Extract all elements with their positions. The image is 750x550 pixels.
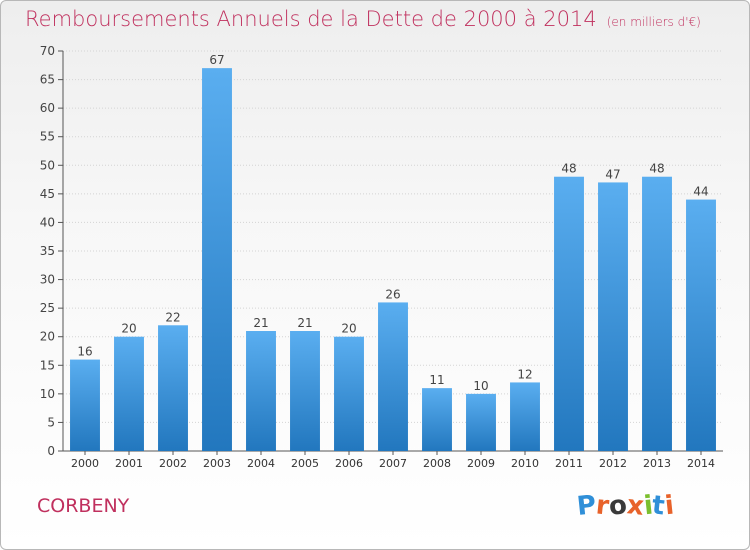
- x-tick-label: 2003: [203, 457, 231, 470]
- data-label: 48: [649, 162, 664, 176]
- x-tick-label: 2012: [599, 457, 627, 470]
- bar: [70, 359, 100, 451]
- bar: [290, 331, 320, 451]
- chart-title-text: Remboursements Annuels de la Dette de 20…: [25, 7, 597, 31]
- x-tick-label: 2005: [291, 457, 319, 470]
- bar: [598, 182, 628, 451]
- labels: 0 5 10 15 20 25 30 35 40 45 50 55 60 65 70 16 2000 20 2001…: [40, 44, 715, 470]
- bar: [642, 176, 672, 451]
- bar: [510, 382, 540, 451]
- logo-letter: i: [663, 490, 676, 522]
- y-tick-label: 65: [40, 73, 55, 87]
- bar: [202, 68, 232, 452]
- bar: [686, 199, 716, 451]
- bar: [158, 325, 188, 451]
- data-label: 12: [517, 367, 532, 381]
- data-label: 26: [385, 287, 400, 301]
- data-label: 48: [561, 162, 576, 176]
- commune-name: CORBENY: [37, 495, 130, 517]
- y-tick-label: 55: [40, 130, 55, 144]
- bar: [422, 388, 452, 451]
- data-label: 21: [297, 316, 312, 330]
- data-label: 44: [693, 185, 708, 199]
- x-tick-label: 2011: [555, 457, 583, 470]
- y-tick-label: 5: [47, 415, 55, 429]
- data-label: 22: [165, 310, 180, 324]
- y-tick-label: 20: [40, 330, 55, 344]
- bar: [114, 336, 144, 451]
- y-tick-label: 70: [40, 44, 55, 58]
- data-label: 10: [473, 379, 488, 393]
- data-label: 16: [77, 345, 92, 359]
- x-tick-label: 2014: [687, 457, 715, 470]
- data-label: 20: [341, 322, 356, 336]
- bar: [466, 393, 496, 451]
- x-tick-label: 2008: [423, 457, 451, 470]
- x-tick-label: 2010: [511, 457, 539, 470]
- x-tick-label: 2002: [159, 457, 187, 470]
- bar: [554, 176, 584, 451]
- y-tick-label: 30: [40, 273, 55, 287]
- data-label: 11: [429, 373, 444, 387]
- y-tick-label: 50: [40, 158, 55, 172]
- bar: [378, 302, 408, 451]
- x-tick-label: 2006: [335, 457, 363, 470]
- y-tick-label: 35: [40, 244, 55, 258]
- proxiti-logo: Proxiti: [575, 490, 676, 522]
- data-label: 21: [253, 316, 268, 330]
- chart-title: Remboursements Annuels de la Dette de 20…: [25, 7, 701, 31]
- x-tick-label: 2001: [115, 457, 143, 470]
- y-tick-label: 25: [40, 301, 55, 315]
- data-label: 20: [121, 322, 136, 336]
- data-label: 47: [605, 167, 620, 181]
- bar: [334, 336, 364, 451]
- x-tick-label: 2000: [71, 457, 99, 470]
- y-tick-label: 45: [40, 187, 55, 201]
- chart-subtitle: (en milliers d'€): [606, 15, 701, 29]
- y-tick-label: 60: [40, 101, 55, 115]
- x-tick-label: 2013: [643, 457, 671, 470]
- x-tick-label: 2004: [247, 457, 275, 470]
- y-tick-label: 15: [40, 358, 55, 372]
- y-tick-label: 10: [40, 387, 55, 401]
- y-tick-label: 0: [47, 444, 55, 458]
- data-label: 67: [209, 53, 224, 67]
- bars: [70, 68, 716, 452]
- bar: [246, 331, 276, 451]
- x-tick-label: 2007: [379, 457, 407, 470]
- y-tick-label: 40: [40, 215, 55, 229]
- x-tick-label: 2009: [467, 457, 495, 470]
